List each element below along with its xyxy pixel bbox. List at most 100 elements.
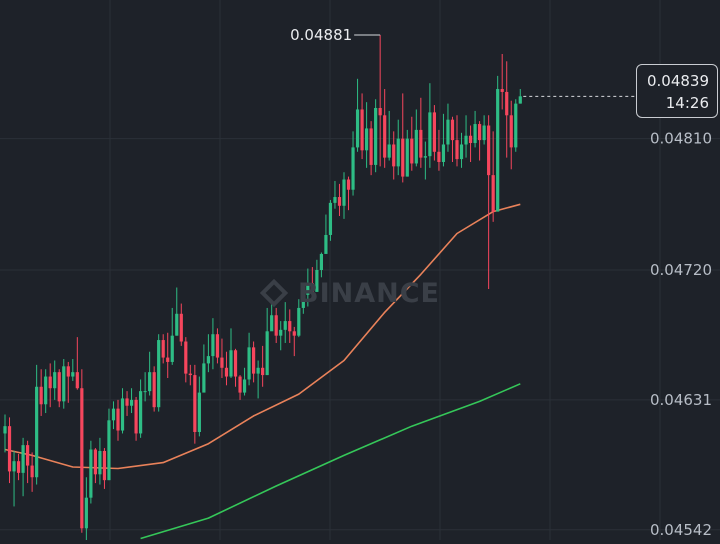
candle-up — [175, 287, 179, 336]
candle-body — [482, 125, 486, 141]
candle-up — [396, 119, 400, 176]
candle-body — [500, 89, 504, 92]
candle-down — [478, 121, 482, 161]
candle-body — [157, 340, 161, 408]
candle-down — [500, 54, 504, 110]
candle-body — [378, 108, 382, 116]
candle-body — [116, 408, 120, 431]
candle-body — [184, 341, 188, 374]
candle-body — [238, 376, 242, 393]
candle-up — [279, 321, 283, 351]
y-tick-label: 0.04810 — [650, 130, 712, 148]
candle-body — [229, 350, 233, 377]
candle-up — [328, 199, 333, 241]
candle-up — [283, 302, 287, 343]
candle-body — [107, 420, 111, 481]
candle-down — [455, 115, 459, 167]
candle-body — [3, 426, 7, 434]
candle-up — [365, 102, 369, 168]
candle-body — [292, 331, 296, 336]
candle-up — [518, 89, 522, 104]
y-axis: 0.04810 0.04720 0.04631 0.04542 — [650, 130, 712, 539]
candle-down — [487, 115, 491, 289]
candle-body — [459, 144, 464, 160]
candle-up — [301, 284, 305, 314]
candle-body — [324, 234, 328, 254]
candle-down — [16, 453, 21, 481]
candle-body — [129, 399, 134, 406]
candle-body — [437, 151, 441, 162]
candle-up — [482, 115, 486, 145]
candle-body — [179, 313, 183, 342]
candle-up — [514, 99, 518, 152]
candle-body — [337, 197, 342, 206]
candle-body — [315, 270, 319, 292]
candle-body — [206, 356, 210, 364]
candle-up — [242, 367, 247, 396]
candle-body — [405, 138, 409, 177]
candle-body — [256, 367, 260, 374]
candle-body — [464, 135, 468, 145]
candle-body — [396, 138, 400, 167]
candle-up — [202, 344, 206, 393]
candle-down — [39, 369, 43, 416]
candle-body — [487, 125, 491, 176]
candle-body — [441, 144, 446, 162]
candle-up — [111, 401, 116, 430]
candle-up — [464, 115, 468, 158]
candle-down — [310, 267, 314, 300]
candle-up — [315, 259, 319, 292]
candle-body — [211, 334, 215, 357]
candle-body — [279, 329, 283, 336]
candle-up — [148, 351, 152, 396]
candle-up — [297, 299, 301, 338]
binance-watermark: BINANCE — [258, 276, 468, 310]
candle-body — [220, 357, 224, 368]
candle-up — [21, 437, 25, 497]
candle-down — [116, 399, 120, 441]
candle-body — [423, 156, 427, 158]
candle-body — [197, 392, 201, 432]
candle-up — [324, 214, 328, 254]
candle-body — [7, 426, 12, 472]
candle-down — [360, 93, 364, 160]
candle-down — [215, 328, 220, 364]
candle-body — [139, 391, 143, 434]
candle-body — [102, 450, 107, 481]
candle-up — [423, 141, 427, 180]
candle-body — [53, 372, 57, 389]
candle-up — [197, 376, 201, 437]
candle-down — [224, 351, 229, 386]
candle-body — [355, 109, 360, 148]
candle-up — [351, 131, 355, 196]
candle-body — [369, 128, 373, 165]
candle-up — [355, 78, 360, 152]
candle-down — [392, 131, 396, 180]
candle-body — [16, 461, 21, 473]
candle-down — [288, 309, 292, 343]
candle-down — [93, 448, 97, 484]
candle-body — [401, 138, 405, 177]
y-tick-label: 0.04720 — [650, 261, 712, 279]
candle-down — [252, 341, 256, 383]
candle-down — [346, 176, 351, 211]
candle-body — [374, 108, 378, 165]
candle-up — [211, 318, 215, 370]
candle-body — [134, 399, 138, 434]
candle-up — [247, 332, 251, 386]
candle-up — [206, 334, 210, 373]
candle-down — [152, 366, 156, 412]
candle-up — [84, 477, 88, 544]
candle-body — [319, 253, 323, 270]
candle-body — [80, 388, 84, 529]
candle-up — [428, 83, 432, 168]
candle-body — [270, 315, 274, 332]
candle-down — [274, 307, 278, 343]
candle-body — [274, 315, 278, 336]
candle-up — [387, 110, 391, 161]
candle-down — [261, 345, 265, 387]
candle-up — [441, 113, 446, 167]
candle-body — [152, 372, 156, 408]
